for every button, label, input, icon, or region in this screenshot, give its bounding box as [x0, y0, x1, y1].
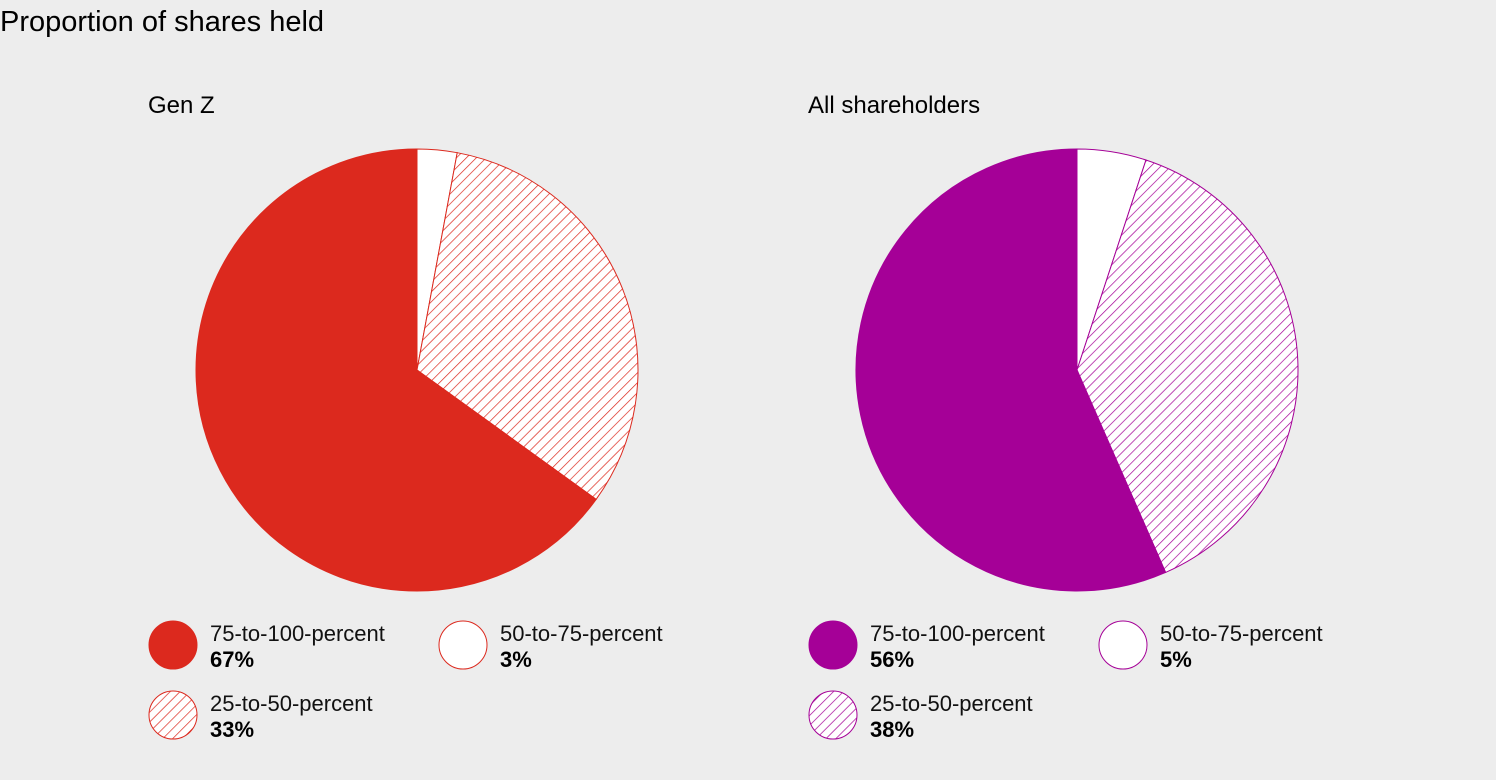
- legend-label: 75-to-100-percent: [210, 621, 385, 646]
- legend-swatch: [1098, 620, 1148, 670]
- legend-label: 25-to-50-percent: [870, 691, 1033, 716]
- legend-label: 25-to-50-percent: [210, 691, 373, 716]
- legend-value: 67%: [210, 647, 254, 672]
- legend-swatch: [438, 620, 488, 670]
- page-title: Proportion of shares held: [0, 6, 325, 38]
- chart-title-gen-z: Gen Z: [148, 92, 215, 119]
- legend-label: 50-to-75-percent: [500, 621, 663, 646]
- legend-swatch: [148, 690, 198, 740]
- pie-slice-75-to-100-percent: [195, 148, 597, 592]
- legend-swatch: [808, 690, 858, 740]
- legend-swatch: [808, 620, 858, 670]
- legend-value: 33%: [210, 717, 254, 742]
- legend-value: 56%: [870, 647, 914, 672]
- legend-swatch: [148, 620, 198, 670]
- legend-value: 5%: [1160, 647, 1192, 672]
- legend-label: 75-to-100-percent: [870, 621, 1045, 646]
- legend-value: 38%: [870, 717, 914, 742]
- legend-label: 50-to-75-percent: [1160, 621, 1323, 646]
- pie-slice-25-to-50-percent: [416, 152, 639, 501]
- chart-title-all-shareholders: All shareholders: [808, 92, 981, 119]
- legend-value: 3%: [500, 647, 532, 672]
- pie-slice-75-to-100-percent: [855, 148, 1167, 592]
- pie-slice-25-to-50-percent: [1076, 159, 1299, 574]
